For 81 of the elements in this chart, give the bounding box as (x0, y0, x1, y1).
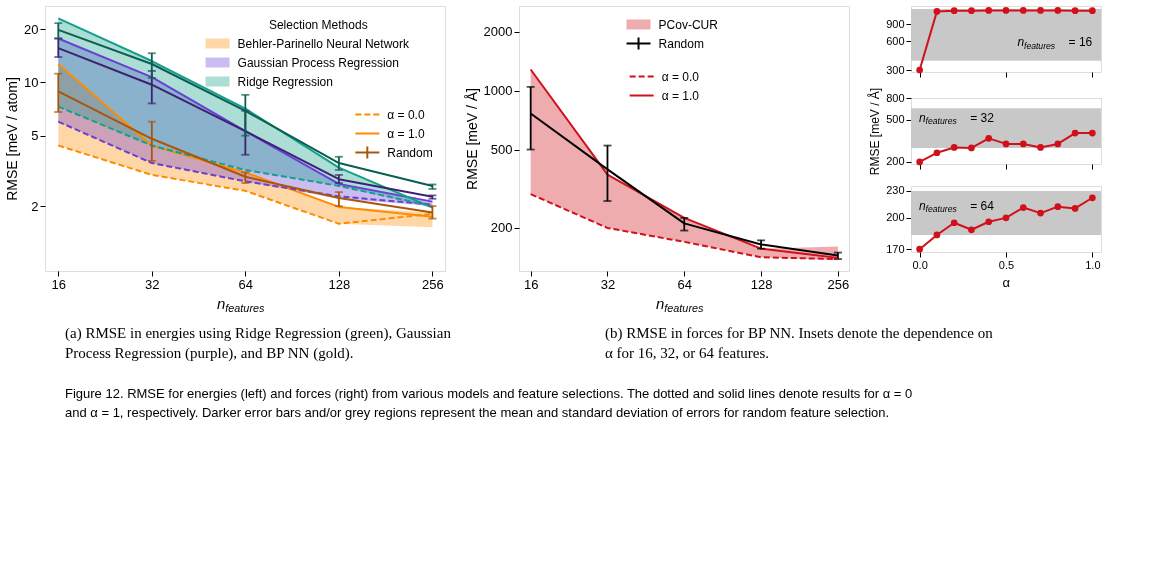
point (1071, 205, 1079, 212)
point (1054, 7, 1062, 14)
x-tick-label: 16 (523, 276, 539, 292)
y-axis-title: RMSE [meV / Å] (867, 87, 883, 176)
legend-title: Selection Methods (268, 17, 368, 32)
point (950, 144, 958, 151)
point (968, 226, 975, 234)
y-tick-label: 600 (886, 34, 905, 47)
y-tick-label: 200 (886, 155, 905, 168)
y-tick-label: 200 (886, 211, 905, 224)
point (1071, 7, 1079, 15)
point (1054, 140, 1062, 148)
x-tick-label: 0.5 (998, 258, 1015, 271)
y-tick-label: 2000 (483, 24, 513, 40)
y-tick-label: 800 (886, 91, 905, 104)
point (916, 245, 923, 253)
x-tick-label: 256 (827, 276, 850, 292)
point (1002, 140, 1010, 148)
point (985, 7, 993, 14)
point (916, 66, 923, 74)
point (985, 218, 993, 226)
legend-label: PCov-CUR (658, 17, 719, 32)
legend-label: Random (387, 145, 433, 160)
y-tick-label: 200 (490, 220, 513, 236)
point (968, 144, 975, 152)
x-tick-label: 16 (51, 276, 67, 292)
y-tick-label: 500 (490, 142, 513, 158)
point (1054, 203, 1062, 210)
point (933, 149, 941, 157)
point (1071, 129, 1079, 137)
x-tick-label: 32 (600, 276, 616, 292)
x-tick-label: 128 (328, 276, 351, 292)
point (933, 231, 941, 239)
point (916, 158, 923, 166)
point (1089, 129, 1096, 137)
point (968, 7, 975, 15)
x-tick-label: 64 (677, 276, 693, 292)
y-tick-label: 10 (24, 74, 39, 90)
point (1002, 7, 1010, 14)
x-tick-label: 1.0 (1085, 258, 1101, 271)
legend-label: Random (658, 36, 704, 51)
legend-label: Gaussian Process Regression (237, 55, 399, 70)
x-tick-label: 32 (145, 276, 160, 292)
x-tick-label: 256 (422, 276, 444, 292)
y-tick-label: 1000 (483, 83, 513, 99)
point (1089, 194, 1096, 202)
point (1037, 209, 1044, 217)
x-tick-label: 0.0 (912, 258, 928, 271)
y-tick-label: 170 (886, 242, 905, 255)
point (1002, 214, 1010, 222)
point (1019, 204, 1027, 211)
point (985, 135, 993, 142)
y-tick-label: 20 (24, 21, 39, 37)
y-tick-label: 900 (886, 17, 905, 30)
point (933, 8, 941, 15)
y-tick-label: 5 (31, 128, 39, 144)
x-axis-title: α (1002, 275, 1011, 290)
y-tick-label: 300 (886, 63, 905, 76)
y-tick-label: 2 (31, 198, 39, 214)
legend-label: Ridge Regression (237, 74, 333, 89)
x-tick-label: 64 (238, 276, 254, 292)
annotation: α = 1.0 (387, 126, 425, 141)
text: (a) RMSE in energies using Ridge Regression (green), Gaussian Process Regression (purple), and BP NN (gold). (65, 325, 452, 362)
y-axis-title: RMSE [meV / Å] (463, 88, 480, 190)
legend-label: α = 0.0 (387, 107, 425, 122)
point (1037, 144, 1044, 151)
legend-label: α = 0.0 (661, 69, 700, 84)
point (1019, 7, 1027, 14)
y-tick-label: 230 (886, 184, 905, 197)
point (950, 219, 958, 227)
point (1019, 140, 1027, 148)
x-tick-label: 128 (750, 276, 773, 292)
point (1089, 7, 1096, 15)
y-tick-label: 500 (886, 113, 905, 126)
point (1037, 7, 1044, 14)
annotation: α = 1.0 (661, 88, 700, 103)
legend-label: Behler-Parinello Neural Network (237, 36, 410, 51)
point (950, 7, 958, 15)
y-axis-title: RMSE [meV / atom] (4, 77, 21, 201)
caption: Figure 12. RMSE for energies (left) and forces (right) from various models and feature selections. The dotted and solid lines denote results for α = 0 and α = 1, respectively. Darker error bars and/or grey regions represent the mean and standard deviation of errors for random feature selection. (65, 386, 913, 420)
text: (b) RMSE in forces for BP NN. Insets denote the dependence on α for 16, 32, or 64 features. (605, 325, 994, 361)
